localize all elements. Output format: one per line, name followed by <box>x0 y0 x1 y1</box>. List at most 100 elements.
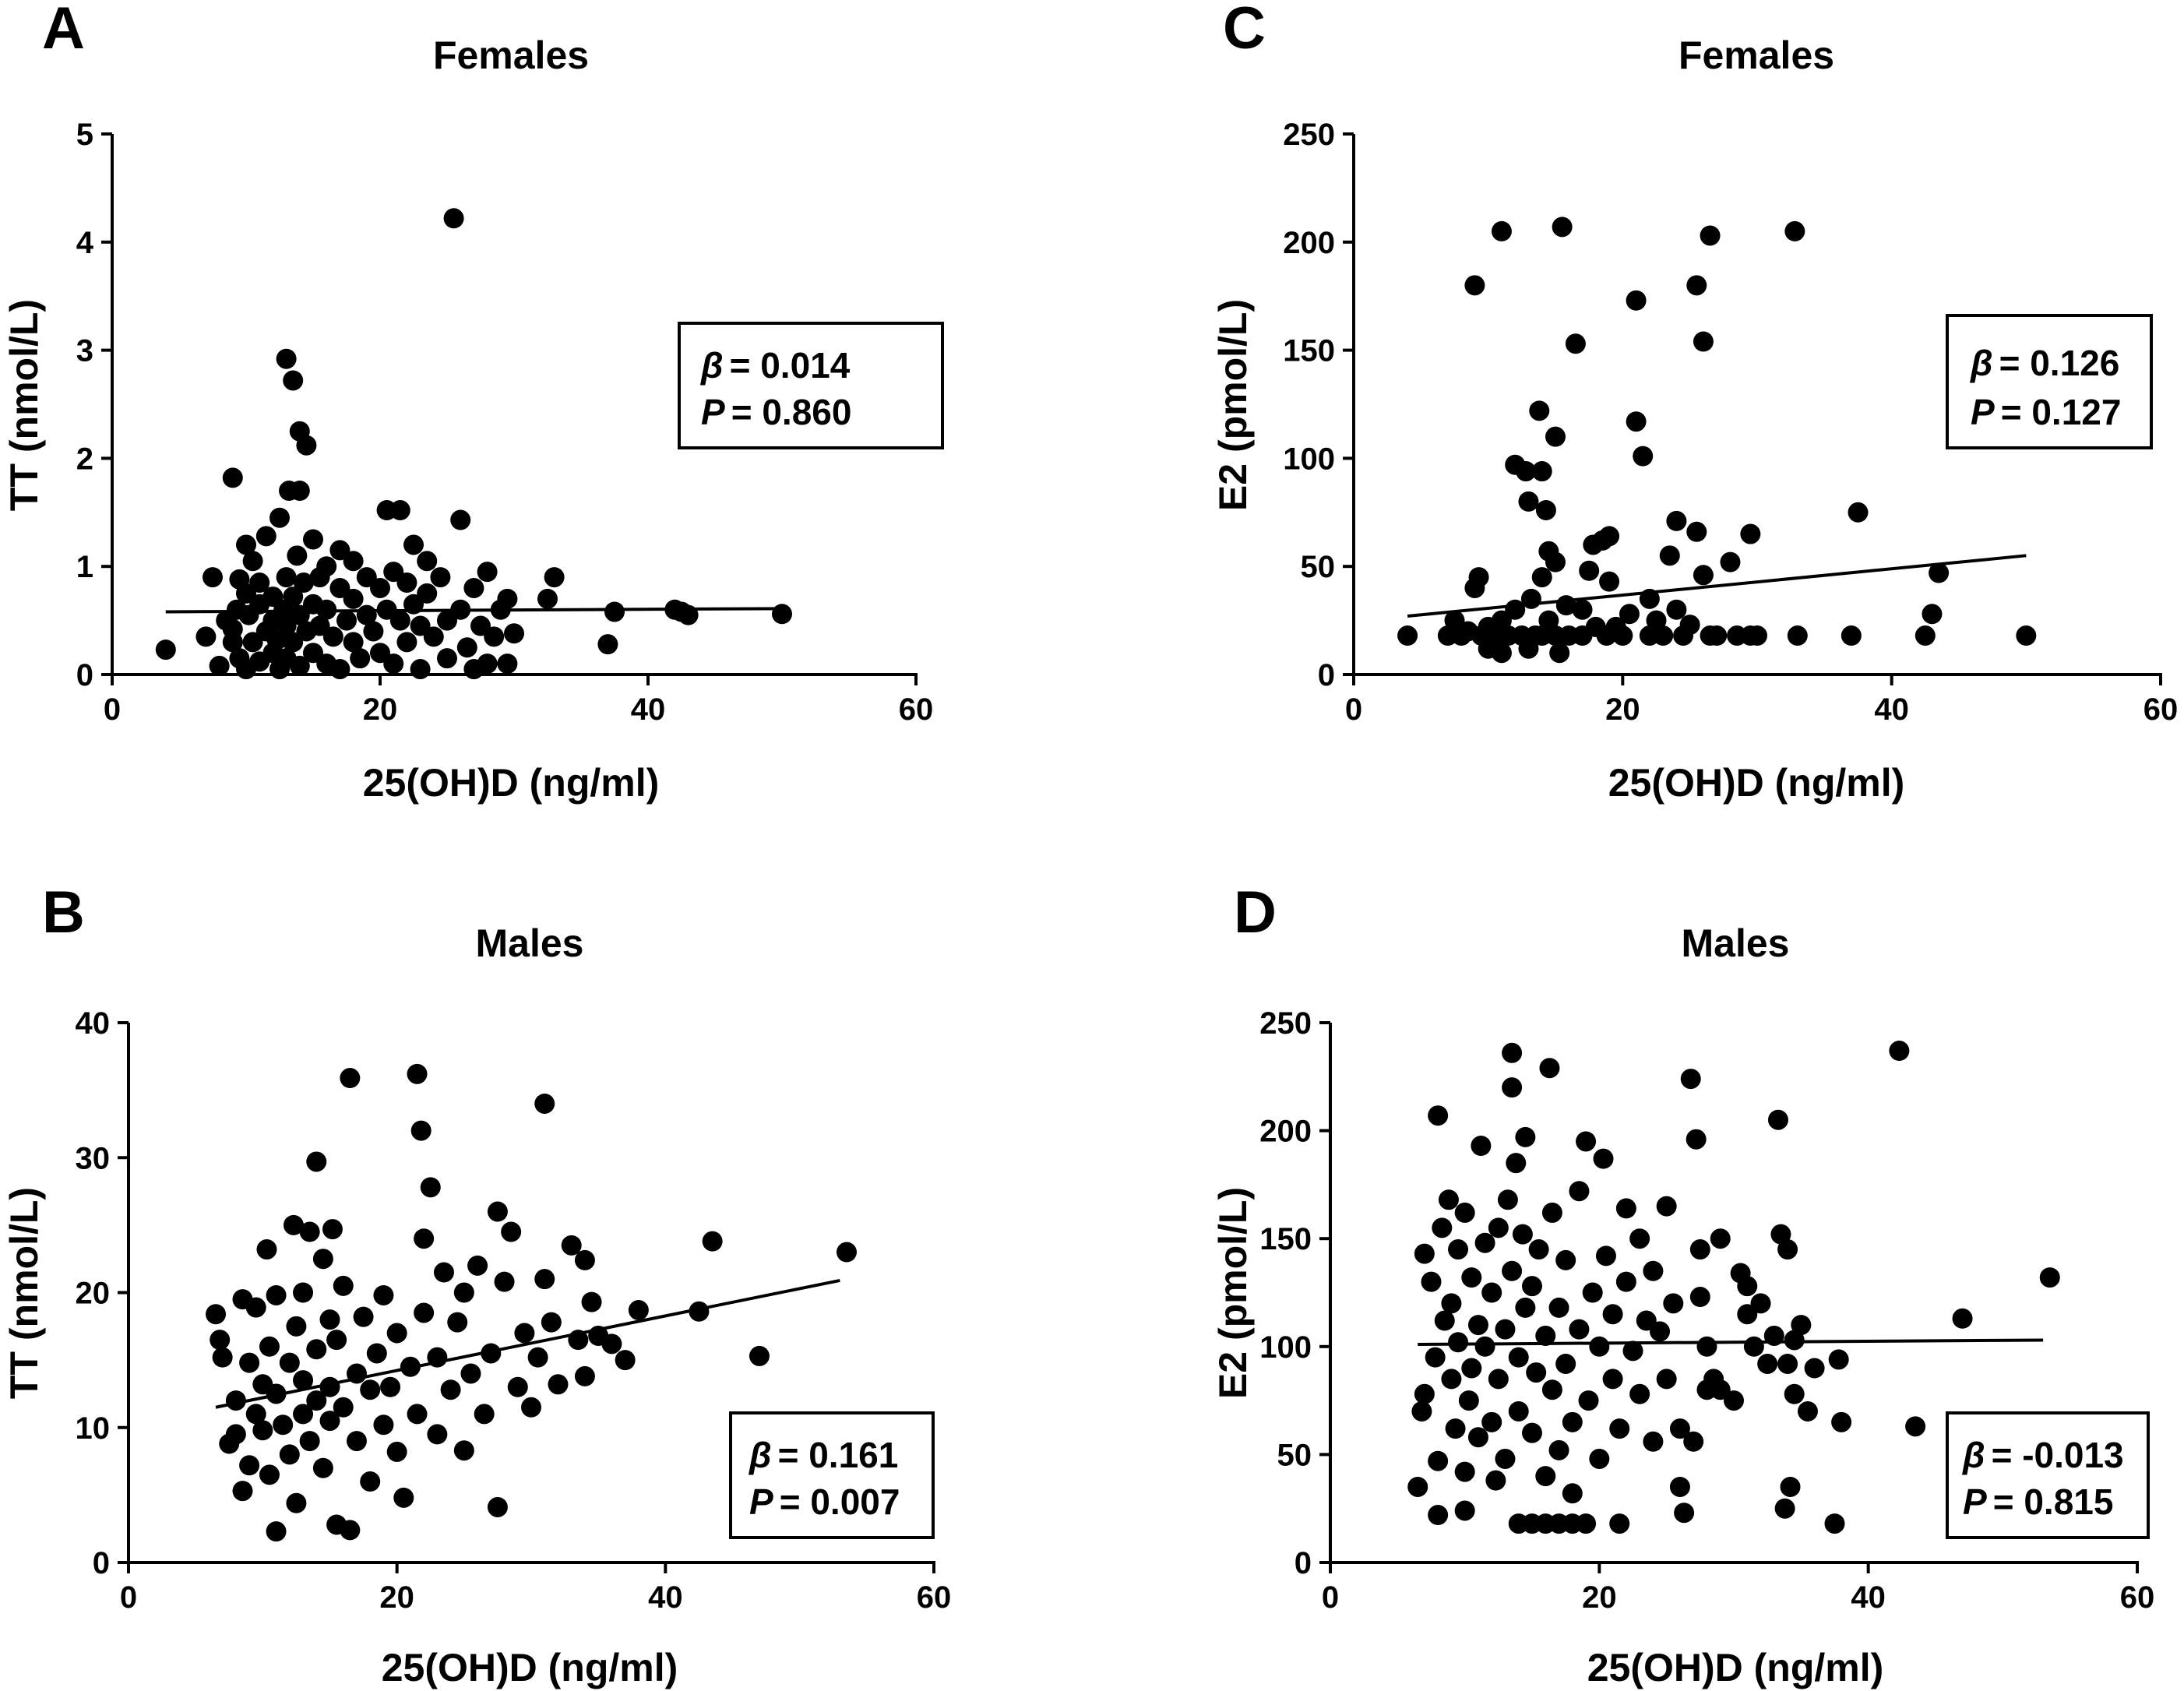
data-point <box>1516 461 1537 482</box>
data-point <box>1700 225 1721 246</box>
data-point <box>1784 1330 1805 1351</box>
data-point <box>1707 625 1728 646</box>
data-point <box>1599 526 1620 547</box>
data-point <box>836 1242 857 1263</box>
data-point <box>1569 1181 1590 1202</box>
data-point <box>286 1316 307 1337</box>
data-point <box>259 1336 280 1357</box>
data-point <box>1411 1400 1432 1421</box>
data-point <box>604 601 625 622</box>
data-point <box>296 435 317 456</box>
data-point <box>1579 560 1600 581</box>
data-point <box>322 1219 343 1240</box>
data-point <box>1538 610 1559 631</box>
data-point <box>423 626 444 647</box>
data-point <box>239 1455 260 1476</box>
data-point <box>1541 1202 1562 1223</box>
p-stat: P = 0.815 <box>1963 1481 2113 1522</box>
data-point <box>343 588 364 609</box>
p-symbol: P <box>749 1481 773 1522</box>
data-point <box>1689 1239 1710 1260</box>
data-point <box>1414 1243 1435 1264</box>
data-point <box>1952 1308 1973 1329</box>
stats-box: β = 0.161 P = 0.007 <box>729 1411 935 1539</box>
data-point <box>433 1262 454 1283</box>
data-point <box>1535 1466 1556 1487</box>
data-point <box>541 1312 562 1333</box>
data-point <box>1535 500 1556 521</box>
data-point <box>1777 1353 1798 1374</box>
data-point <box>289 655 310 676</box>
data-point <box>206 1304 227 1325</box>
data-point <box>1515 1126 1536 1147</box>
data-point <box>410 1120 432 1141</box>
data-point <box>447 1312 468 1333</box>
data-point <box>370 577 390 598</box>
data-point <box>1467 1315 1488 1336</box>
y-tick-label: 40 <box>76 1006 111 1041</box>
y-tick-label: 2 <box>76 442 93 476</box>
data-point <box>1629 1383 1650 1404</box>
y-tick-label: 150 <box>1283 334 1335 368</box>
data-point <box>322 626 343 647</box>
y-tick-label: 250 <box>1259 1006 1312 1041</box>
data-point <box>293 1370 314 1391</box>
data-point <box>414 1302 435 1323</box>
data-point <box>1531 567 1552 588</box>
beta-symbol: β <box>1962 1435 1985 1475</box>
data-point <box>1848 502 1869 523</box>
beta-value: = 0.161 <box>778 1435 899 1475</box>
data-point <box>1458 1390 1479 1411</box>
data-point <box>286 1492 307 1513</box>
data-point <box>1562 1411 1583 1432</box>
data-point <box>1535 1325 1556 1346</box>
panel-letter: A <box>42 0 85 62</box>
data-point <box>1488 1217 1509 1238</box>
data-point <box>1650 1321 1671 1342</box>
y-tick-label: 200 <box>1259 1115 1312 1149</box>
data-point <box>1526 1362 1547 1383</box>
p-stat: P = 0.127 <box>1971 392 2121 432</box>
data-point <box>1737 1304 1758 1325</box>
x-tick-label: 20 <box>1582 1580 1617 1615</box>
y-tick-label: 50 <box>1301 550 1336 584</box>
x-tick-label: 40 <box>1874 692 1909 727</box>
data-point <box>1656 1196 1677 1217</box>
data-point <box>255 526 277 547</box>
data-point <box>1545 551 1566 572</box>
data-point <box>256 1239 277 1260</box>
data-point <box>1619 604 1640 625</box>
data-point <box>467 1255 488 1276</box>
data-point <box>396 572 417 594</box>
p-value: = 0.127 <box>2001 392 2122 432</box>
y-tick-label: 20 <box>76 1277 111 1311</box>
data-point <box>1686 1129 1707 1150</box>
data-point <box>1515 1297 1536 1318</box>
data-point <box>203 567 223 588</box>
y-axis-label: TT (nmol/L) <box>2 1187 46 1399</box>
chart-title: Males <box>1682 921 1790 965</box>
y-tick-label: 0 <box>1295 1546 1312 1580</box>
data-point <box>2039 1267 2060 1288</box>
data-point <box>249 572 270 594</box>
data-point <box>481 1343 502 1364</box>
data-point <box>1506 1153 1527 1174</box>
data-point <box>1481 1282 1502 1303</box>
data-point <box>389 610 410 631</box>
data-point <box>544 567 565 588</box>
data-point <box>373 1414 394 1436</box>
data-point <box>306 1339 327 1360</box>
data-point <box>293 572 314 594</box>
data-point <box>363 621 384 642</box>
data-point <box>1767 1109 1788 1130</box>
data-point <box>389 500 410 521</box>
data-point <box>1518 491 1539 512</box>
data-point <box>484 626 505 647</box>
plot-area: 0 20 40 60 0 1 2 3 4 5 <box>76 118 934 727</box>
y-tick-label: 200 <box>1283 226 1335 260</box>
data-point <box>386 1441 407 1462</box>
data-point <box>340 1068 361 1089</box>
data-point <box>340 1520 361 1541</box>
data-point <box>1471 1136 1492 1157</box>
stats-box-frame <box>678 322 944 449</box>
